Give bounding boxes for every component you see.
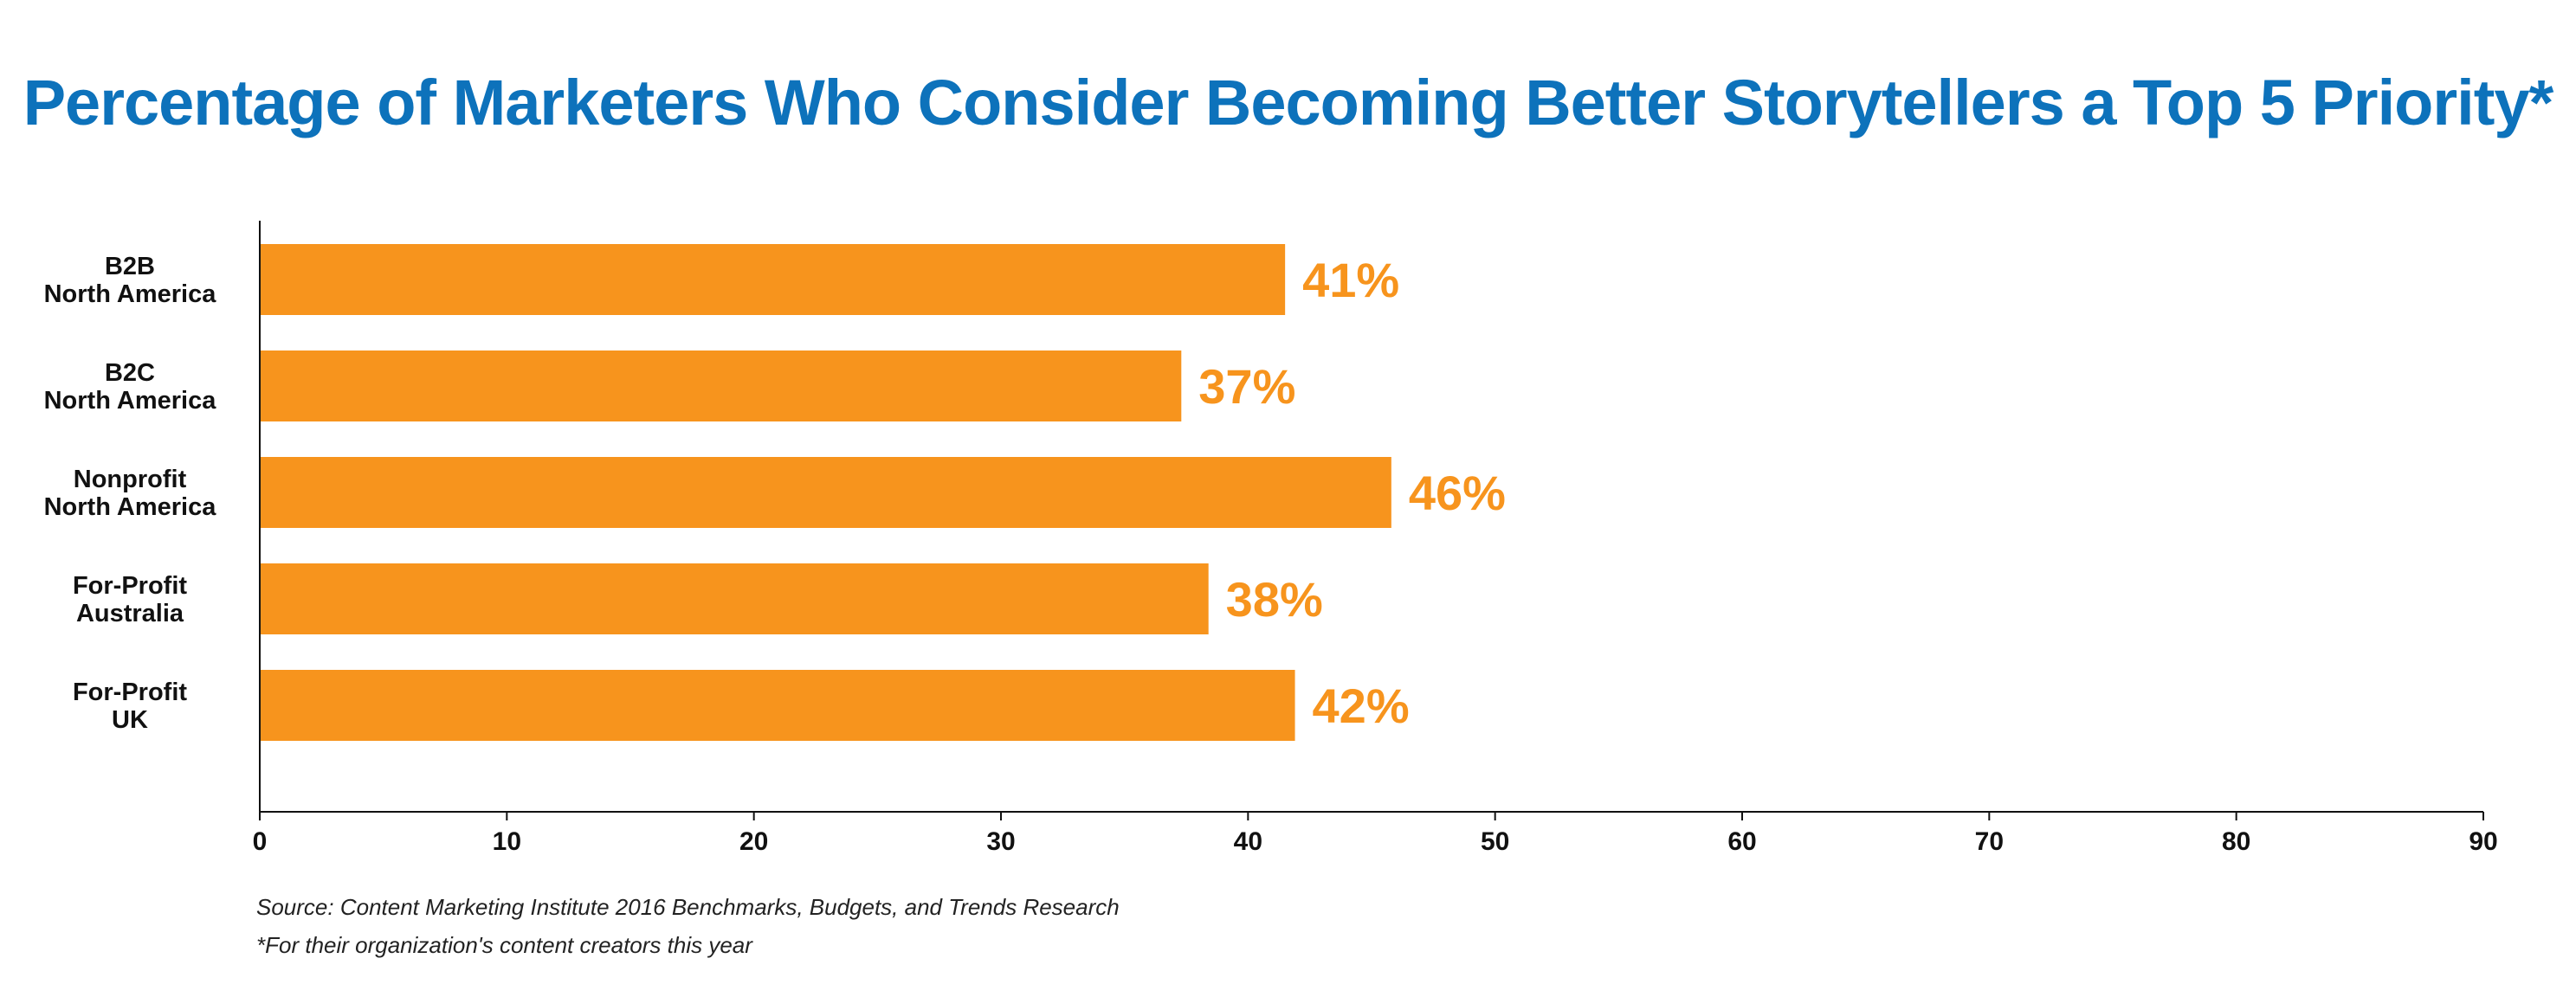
x-tick-label: 80: [2222, 827, 2250, 856]
value-label: 46%: [1409, 466, 1506, 520]
value-label: 42%: [1313, 679, 1410, 733]
category-label: Australia: [76, 600, 184, 627]
axes-layer: [259, 221, 2483, 813]
value-labels-layer: 41%37% 46% 38% 42%: [1198, 253, 1506, 733]
source-note: Source: Content Marketing Institute 2016…: [256, 894, 1120, 920]
bar: [260, 670, 1295, 741]
category-label: B2C: [105, 359, 155, 387]
bars-layer: [260, 244, 1391, 741]
bar: [260, 351, 1182, 421]
bar: [260, 563, 1209, 634]
x-tick-label: 30: [986, 827, 1015, 856]
category-label: North America: [44, 387, 217, 415]
asterisk-footnote: *For their organization's content creato…: [256, 932, 752, 958]
x-tick-label: 20: [739, 827, 768, 856]
category-label: Nonprofit: [74, 466, 187, 493]
category-label: North America: [44, 493, 217, 521]
chart-title: Percentage of Marketers Who Consider Bec…: [23, 67, 2554, 138]
x-tick-label: 40: [1234, 827, 1262, 856]
bar: [260, 244, 1286, 315]
category-label: North America: [44, 280, 217, 308]
x-tick-label: 0: [253, 827, 268, 856]
value-label: 37%: [1198, 359, 1295, 414]
x-tick-label: 60: [1727, 827, 1756, 856]
x-tick-label: 90: [2469, 827, 2497, 856]
value-label: 41%: [1302, 253, 1399, 307]
category-label: UK: [112, 706, 148, 734]
value-label: 38%: [1226, 572, 1323, 627]
category-label: B2B: [105, 253, 155, 280]
x-tick-label: 70: [1975, 827, 2004, 856]
category-label: For-Profit: [73, 572, 187, 600]
category-label: For-Profit: [73, 679, 187, 706]
x-tick-label: 50: [1481, 827, 1509, 856]
x-tick-label: 10: [493, 827, 521, 856]
bar: [260, 457, 1391, 528]
ticks-layer: 0 10 20 30 40 50 60 70 80 90: [253, 812, 2498, 856]
